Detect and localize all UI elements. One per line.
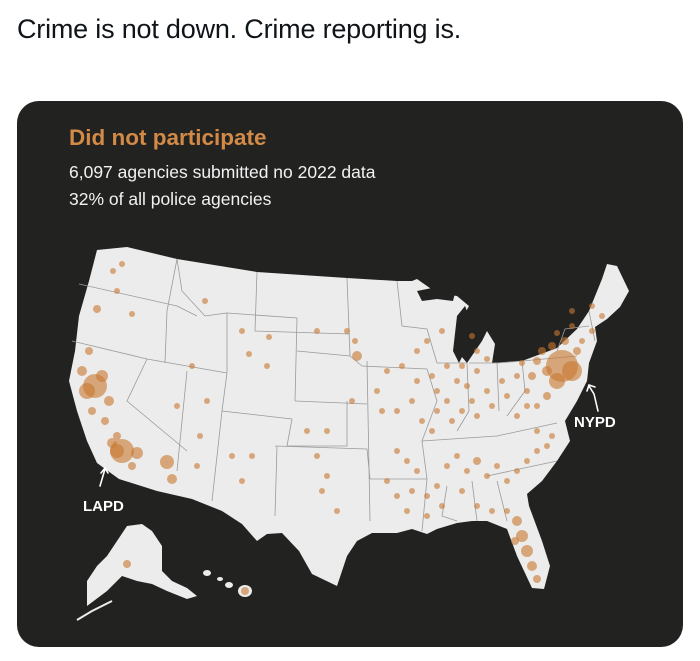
- state-borders: [71, 258, 596, 532]
- nypd-label: NYPD: [574, 414, 616, 431]
- us-map: [69, 247, 629, 621]
- lake-superior: [417, 287, 455, 301]
- aleutian-islands: [76, 600, 113, 621]
- agency-dots: [77, 261, 605, 595]
- infographic-card: Did not participate 6,097 agencies submi…: [17, 101, 683, 647]
- agencies-count-text: 6,097 agencies submitted no 2022 data: [69, 162, 376, 182]
- lake-michigan: [453, 306, 469, 363]
- lake-erie-ontario: [497, 327, 565, 359]
- lapd-arrow-icon: [99, 466, 109, 487]
- card-title: Did not participate: [69, 125, 267, 150]
- percent-agencies-text: 32% of all police agencies: [69, 189, 272, 209]
- contiguous-us-shape: [69, 247, 629, 589]
- nypd-arrow-icon: [586, 383, 599, 412]
- alaska-shape: [77, 524, 197, 621]
- lapd-label: LAPD: [83, 498, 124, 515]
- tweet-text: Crime is not down. Crime reporting is.: [17, 14, 462, 44]
